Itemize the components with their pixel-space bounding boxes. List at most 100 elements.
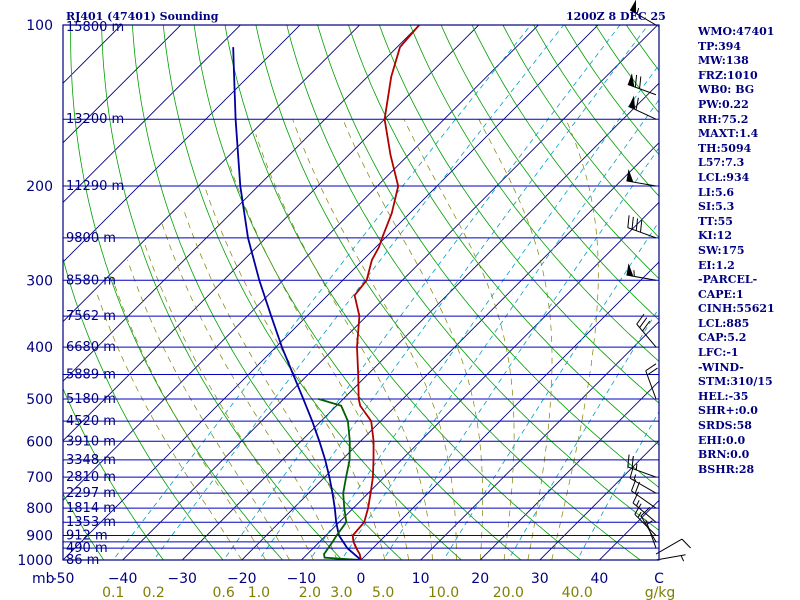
- height-label: 86 m: [66, 553, 99, 568]
- height-label: 4520 m: [66, 414, 116, 429]
- moist-adiabat-line: [112, 276, 266, 560]
- wind-barb: [656, 555, 686, 561]
- stat-item: -WIND-: [698, 361, 798, 376]
- pressure-tick-label: 1000: [17, 553, 53, 569]
- mixing-ratio-label: 0.2: [143, 585, 165, 600]
- moist-adiabat-line: [96, 292, 242, 560]
- pressure-tick-label: 300: [26, 273, 53, 289]
- wind-barb: [626, 169, 656, 186]
- moist-adiabats: [96, 119, 598, 560]
- temperature-tick-label: 10: [412, 571, 430, 587]
- stat-item: LI:5.6: [698, 186, 798, 201]
- stat-item: L57:7.3: [698, 156, 798, 171]
- height-label: 8580 m: [66, 273, 116, 288]
- stat-item: WB0: BG: [698, 83, 798, 98]
- height-label: 5889 m: [66, 367, 116, 382]
- background-lines: [0, 13, 800, 571]
- temperature-tick-label: 30: [531, 571, 549, 587]
- mixing-ratio-label: 5.0: [372, 585, 394, 600]
- mixing-ratio-label: 40.0: [562, 585, 593, 600]
- pressure-tick-label: 200: [26, 179, 53, 195]
- pressure-tick-label: 700: [26, 470, 53, 486]
- stat-item: -PARCEL-: [698, 273, 798, 288]
- height-label: 11290 m: [66, 179, 124, 194]
- isotherm-line: [0, 13, 431, 571]
- stat-item: TT:55: [698, 215, 798, 230]
- mixing-ratio-label: 2.0: [299, 585, 321, 600]
- wind-barb: [628, 215, 656, 238]
- moist-adiabat-line: [128, 260, 290, 560]
- stat-item: KI:12: [698, 229, 798, 244]
- temperature-tick-label: -50: [52, 571, 75, 587]
- stat-item: BSHR:28: [698, 463, 798, 478]
- isotherm-line: [0, 13, 312, 571]
- height-label: 6680 m: [66, 340, 116, 355]
- stat-item: FRZ:1010: [698, 69, 798, 84]
- stat-item: CAPE:1: [698, 288, 798, 303]
- stat-item: SW:175: [698, 244, 798, 259]
- isotherm-line: [0, 13, 252, 571]
- mixing-ratio-lines: [105, 25, 800, 571]
- mixing-ratio-line: [105, 25, 531, 571]
- mixing-ratio-line: [216, 25, 620, 571]
- stat-item: STM:310/15: [698, 375, 798, 390]
- wind-barb: [641, 507, 656, 542]
- parcel-trace: [233, 47, 361, 560]
- mixing-ratio-label: 20.0: [493, 585, 524, 600]
- height-label: 2297 m: [66, 486, 116, 501]
- stat-item: BRN:0.0: [698, 448, 798, 463]
- height-label: 2810 m: [66, 470, 116, 485]
- height-label: 3910 m: [66, 434, 116, 449]
- temperature-trace: [353, 25, 420, 560]
- stat-item: LFC:-1: [698, 346, 798, 361]
- stat-item: WMO:47401: [698, 25, 798, 40]
- stat-item: SRDS:58: [698, 419, 798, 434]
- moist-adiabat-line: [144, 243, 313, 561]
- mixing-ratio-label: 1.0: [248, 585, 270, 600]
- height-label: 1814 m: [66, 501, 116, 516]
- moist-adiabat-line: [162, 224, 337, 561]
- wind-barb: [637, 314, 656, 347]
- height-label: 9800 m: [66, 231, 116, 246]
- stat-item: MAXT:1.4: [698, 127, 798, 142]
- sounding-traces: [233, 25, 419, 560]
- height-label: 7562 m: [66, 309, 116, 324]
- mixing-ratio-line: [334, 25, 713, 571]
- height-label: 5180 m: [66, 392, 116, 407]
- mixing-ratio-label: 0.1: [102, 585, 124, 600]
- stat-item: TH:5094: [698, 142, 798, 157]
- temperature-tick-label: 0: [357, 571, 366, 587]
- stat-item: LCL:885: [698, 317, 798, 332]
- isobars: [63, 25, 659, 560]
- stat-item: PW:0.22: [698, 98, 798, 113]
- dry-adiabat-line: [101, 13, 353, 571]
- stat-item: CINH:55621: [698, 302, 798, 317]
- stat-item: EHI:0.0: [698, 434, 798, 449]
- stat-item: HEL:-35: [698, 390, 798, 405]
- stat-item: RH:75.2: [698, 113, 798, 128]
- temperature-tick-label: −30: [167, 571, 197, 587]
- moist-adiabat-line: [552, 119, 599, 560]
- pressure-tick-label: 400: [26, 340, 53, 356]
- mixing-ratio-label: 0.6: [213, 585, 235, 600]
- stat-item: MW:138: [698, 54, 798, 69]
- wind-barb: [656, 539, 691, 554]
- wind-barb: [631, 479, 656, 508]
- stat-item: LCL:934: [698, 171, 798, 186]
- stability-indices-panel: WMO:47401 TP:394 MW:138 FRZ:1010 WB0: BG PW:0…: [698, 25, 798, 477]
- height-label: 3348 m: [66, 453, 116, 468]
- dry-adiabat-line: [284, 13, 716, 571]
- pressure-tick-label: 800: [26, 501, 53, 517]
- temperature-tick-label: 40: [590, 571, 608, 587]
- temperature-tick-label: 20: [471, 571, 489, 587]
- pressure-tick-label: 600: [26, 434, 53, 450]
- skew-t-chart: 100200300400500600700800900100015800 m13…: [0, 0, 800, 600]
- dry-adiabats: [0, 13, 800, 571]
- stat-item: SHR+:0.0: [698, 404, 798, 419]
- pressure-tick-label: 100: [26, 18, 53, 34]
- stat-item: SI:5.3: [698, 200, 798, 215]
- sounding-datetime: 1200Z 8 DEC 25: [566, 10, 666, 23]
- pressure-tick-label: 500: [26, 392, 53, 408]
- mixing-ratio-unit-label: g/kg: [645, 585, 676, 600]
- mixing-ratio-label: 3.0: [330, 585, 352, 600]
